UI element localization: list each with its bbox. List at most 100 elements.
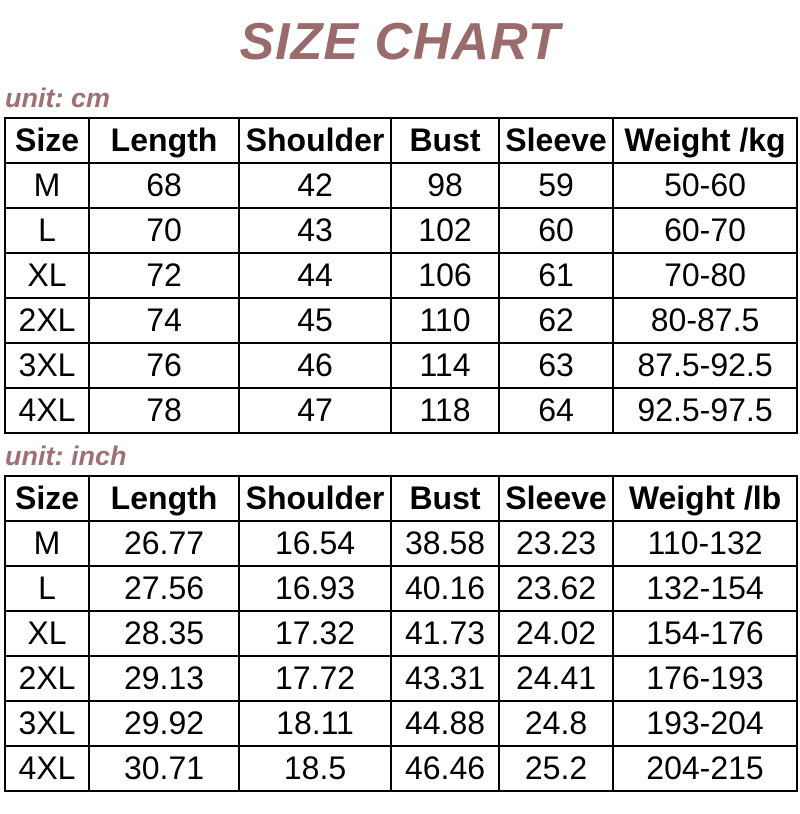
value-cell: 110 <box>390 297 500 345</box>
column-header: Bust <box>390 117 500 165</box>
header-row: Size Length Shoulder Bust Sleeve Weight /kg <box>4 117 798 165</box>
value-cell: 44 <box>238 252 392 300</box>
value-cell: 47 <box>238 387 392 435</box>
column-header: Weight /kg <box>612 117 798 165</box>
size-cell: 2XL <box>4 297 90 345</box>
value-cell: 61 <box>498 252 614 300</box>
value-cell: 70 <box>88 207 240 255</box>
size-table-inch-header: Size Length Shoulder Bust Sleeve Weight /lb <box>4 475 798 523</box>
value-cell: 18.11 <box>238 700 392 748</box>
size-chart-page: SIZE CHART unit: cm Size Length Shoulder Bu… <box>0 13 800 814</box>
value-cell: 76 <box>88 342 240 390</box>
size-cell: M <box>4 520 90 568</box>
column-header: Bust <box>390 475 500 523</box>
table-row: M 26.77 16.54 38.58 23.23 110-132 <box>4 520 798 568</box>
value-cell: 43 <box>238 207 392 255</box>
size-table-cm: Size Length Shoulder Bust Sleeve Weight /kg M… <box>4 117 798 435</box>
table-row: 4XL 78 47 118 64 92.5-97.5 <box>4 387 798 435</box>
table-row: 2XL 74 45 110 62 80-87.5 <box>4 297 798 345</box>
size-cell: 2XL <box>4 655 90 703</box>
table-row: 2XL 29.13 17.72 43.31 24.41 176-193 <box>4 655 798 703</box>
table-row: L 27.56 16.93 40.16 23.62 132-154 <box>4 565 798 613</box>
value-cell: 43.31 <box>390 655 500 703</box>
value-cell: 16.93 <box>238 565 392 613</box>
value-cell: 25.2 <box>498 745 614 793</box>
value-cell: 40.16 <box>390 565 500 613</box>
value-cell: 45 <box>238 297 392 345</box>
column-header: Weight /lb <box>612 475 798 523</box>
value-cell: 114 <box>390 342 500 390</box>
value-cell: 78 <box>88 387 240 435</box>
value-cell: 29.92 <box>88 700 240 748</box>
column-header: Sleeve <box>498 475 614 523</box>
value-cell: 118 <box>390 387 500 435</box>
column-header: Shoulder <box>238 117 392 165</box>
column-header: Length <box>88 475 240 523</box>
column-header: Shoulder <box>238 475 392 523</box>
value-cell: 46.46 <box>390 745 500 793</box>
size-table-inch: Size Length Shoulder Bust Sleeve Weight /lb M… <box>4 475 798 793</box>
column-header: Sleeve <box>498 117 614 165</box>
table-row: 3XL 76 46 114 63 87.5-92.5 <box>4 342 798 390</box>
value-cell: 28.35 <box>88 610 240 658</box>
size-cell: 3XL <box>4 700 90 748</box>
size-cell: 3XL <box>4 342 90 390</box>
table-row: M 68 42 98 59 50-60 <box>4 162 798 210</box>
value-cell: 23.23 <box>498 520 614 568</box>
value-cell: 17.32 <box>238 610 392 658</box>
size-cell: 4XL <box>4 387 90 435</box>
value-cell: 18.5 <box>238 745 392 793</box>
value-cell: 44.88 <box>390 700 500 748</box>
size-table-cm-body: M 68 42 98 59 50-60 L 70 43 102 60 60-70 XL 72 44 106 61… <box>4 162 798 435</box>
value-cell: 17.72 <box>238 655 392 703</box>
value-cell: 42 <box>238 162 392 210</box>
value-cell: 23.62 <box>498 565 614 613</box>
column-header: Size <box>4 475 90 523</box>
column-header: Length <box>88 117 240 165</box>
value-cell: 46 <box>238 342 392 390</box>
value-cell: 38.58 <box>390 520 500 568</box>
value-cell: 106 <box>390 252 500 300</box>
size-cell: L <box>4 207 90 255</box>
value-cell: 193-204 <box>612 700 798 748</box>
value-cell: 41.73 <box>390 610 500 658</box>
value-cell: 98 <box>390 162 500 210</box>
value-cell: 50-60 <box>612 162 798 210</box>
table-row: 4XL 30.71 18.5 46.46 25.2 204-215 <box>4 745 798 793</box>
value-cell: 59 <box>498 162 614 210</box>
value-cell: 70-80 <box>612 252 798 300</box>
table-row: XL 28.35 17.32 41.73 24.02 154-176 <box>4 610 798 658</box>
value-cell: 154-176 <box>612 610 798 658</box>
value-cell: 60 <box>498 207 614 255</box>
value-cell: 132-154 <box>612 565 798 613</box>
value-cell: 63 <box>498 342 614 390</box>
value-cell: 110-132 <box>612 520 798 568</box>
unit-label-inch: unit: inch <box>5 441 127 472</box>
size-cell: 4XL <box>4 745 90 793</box>
unit-label-cm: unit: cm <box>5 83 110 114</box>
value-cell: 24.8 <box>498 700 614 748</box>
size-cell: XL <box>4 252 90 300</box>
size-table-inch-body: M 26.77 16.54 38.58 23.23 110-132 L 27.56 16.93 4… <box>4 520 798 793</box>
value-cell: 68 <box>88 162 240 210</box>
table-row: 3XL 29.92 18.11 44.88 24.8 193-204 <box>4 700 798 748</box>
value-cell: 102 <box>390 207 500 255</box>
size-cell: M <box>4 162 90 210</box>
value-cell: 60-70 <box>612 207 798 255</box>
value-cell: 80-87.5 <box>612 297 798 345</box>
table-row: L 70 43 102 60 60-70 <box>4 207 798 255</box>
header-row: Size Length Shoulder Bust Sleeve Weight /lb <box>4 475 798 523</box>
value-cell: 87.5-92.5 <box>612 342 798 390</box>
value-cell: 92.5-97.5 <box>612 387 798 435</box>
value-cell: 176-193 <box>612 655 798 703</box>
value-cell: 24.02 <box>498 610 614 658</box>
value-cell: 62 <box>498 297 614 345</box>
value-cell: 64 <box>498 387 614 435</box>
value-cell: 72 <box>88 252 240 300</box>
value-cell: 74 <box>88 297 240 345</box>
value-cell: 16.54 <box>238 520 392 568</box>
table-row: XL 72 44 106 61 70-80 <box>4 252 798 300</box>
column-header: Size <box>4 117 90 165</box>
value-cell: 26.77 <box>88 520 240 568</box>
size-table-cm-header: Size Length Shoulder Bust Sleeve Weight /kg <box>4 117 798 165</box>
